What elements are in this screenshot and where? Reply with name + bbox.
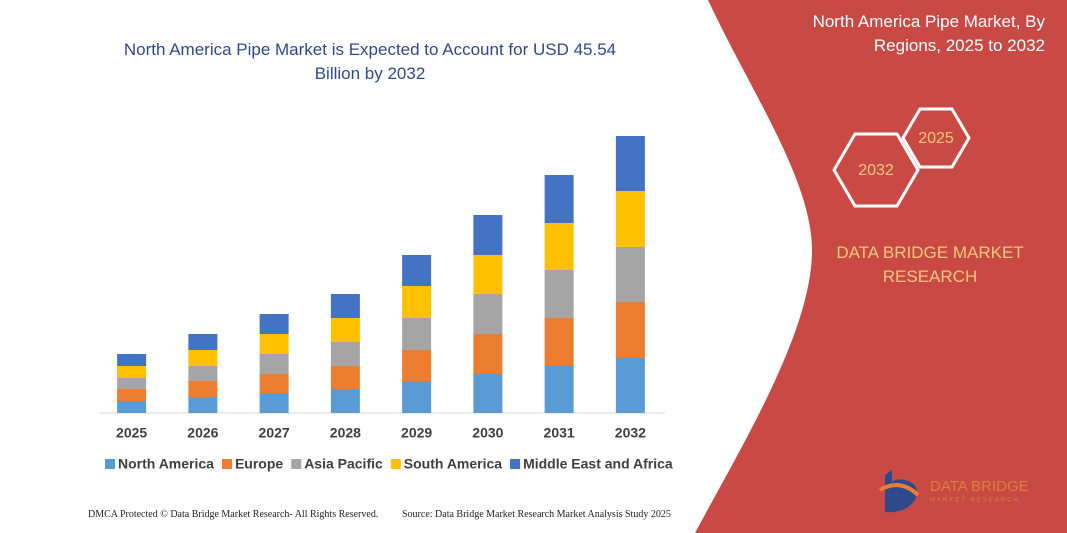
bar-segment: [188, 381, 218, 397]
bar-segment: [117, 366, 147, 378]
legend-label: Asia Pacific: [304, 456, 383, 472]
bar-segment: [402, 381, 432, 413]
bar-segment: [259, 314, 289, 334]
bar-segment: [188, 366, 218, 381]
legend-swatch: [510, 459, 521, 469]
bar-segment: [117, 401, 147, 413]
x-tick-label: 2031: [544, 425, 575, 441]
x-tick-label: 2029: [401, 425, 432, 441]
bar-segment: [473, 294, 503, 334]
hex-label: 2025: [918, 130, 954, 147]
bar-segment: [402, 318, 432, 350]
x-tick-label: 2030: [472, 425, 503, 441]
panel-title: North America Pipe Market, By Regions, 2…: [812, 12, 1045, 55]
x-tick-label: 2028: [330, 425, 361, 441]
hexagon: [901, 107, 971, 169]
bar-segment: [473, 334, 503, 374]
legend-swatch: [105, 459, 115, 469]
bar-segment: [615, 136, 645, 191]
bar-segment: [330, 342, 360, 366]
footer-source: Source: Data Bridge Market Research Mark…: [402, 509, 671, 520]
legend-label: Europe: [235, 456, 283, 472]
hexagon: [832, 132, 920, 208]
bar-segment: [615, 191, 645, 247]
bar-segment: [615, 358, 645, 413]
legend-label: South America: [404, 456, 502, 472]
hex-label: 2032: [858, 162, 894, 179]
bar-segment: [117, 389, 147, 401]
x-tick-label: 2027: [259, 425, 290, 441]
side-panel: [695, 0, 1067, 533]
bar-segment: [188, 334, 218, 350]
legend-label: Middle East and Africa: [523, 456, 673, 472]
bar-segment: [544, 366, 574, 413]
footer-dmca: DMCA Protected © Data Bridge Market Rese…: [88, 509, 379, 520]
legend-swatch: [291, 459, 302, 469]
chart-title: North America Pipe Market is Expected to…: [123, 40, 617, 83]
bar-segment: [402, 255, 432, 286]
bar-segment: [188, 350, 218, 366]
brand: DATA BRIDGE MARKET RESEARCH: [836, 243, 1024, 286]
legend-swatch: [221, 459, 232, 469]
bar-segment: [473, 255, 503, 294]
bar-segment: [615, 302, 645, 358]
logo-mark: [885, 470, 918, 513]
bar-segment: [544, 175, 574, 223]
bar-segment: [402, 286, 432, 318]
bar-segment: [544, 223, 574, 270]
bar-segment: [117, 354, 147, 366]
legend-swatch: [390, 459, 401, 469]
bar-segment: [259, 393, 289, 413]
bar-segment: [259, 374, 289, 393]
x-tick-label: 2025: [116, 425, 147, 441]
bar-segment: [473, 215, 503, 255]
logo-mark: [878, 483, 920, 497]
bar-segment: [330, 318, 360, 342]
logo-subtitle: MARKET RESEARCH: [930, 498, 1020, 504]
bar-segment: [330, 366, 360, 389]
bar-segment: [473, 374, 503, 413]
bar-segment: [330, 294, 360, 318]
bar-segment: [117, 378, 147, 389]
x-tick-label: 2026: [187, 425, 218, 441]
bar-segment: [615, 247, 645, 302]
legend-label: North America: [118, 456, 214, 472]
bar-segment: [188, 397, 218, 413]
bar-segment: [544, 318, 574, 366]
bar-segment: [402, 350, 432, 381]
bar-segment: [259, 334, 289, 354]
bar-segment: [259, 354, 289, 374]
logo-title: DATA BRIDGE: [930, 478, 1029, 495]
bar-segment: [330, 389, 360, 413]
x-tick-label: 2032: [615, 425, 646, 441]
bar-segment: [544, 270, 574, 318]
